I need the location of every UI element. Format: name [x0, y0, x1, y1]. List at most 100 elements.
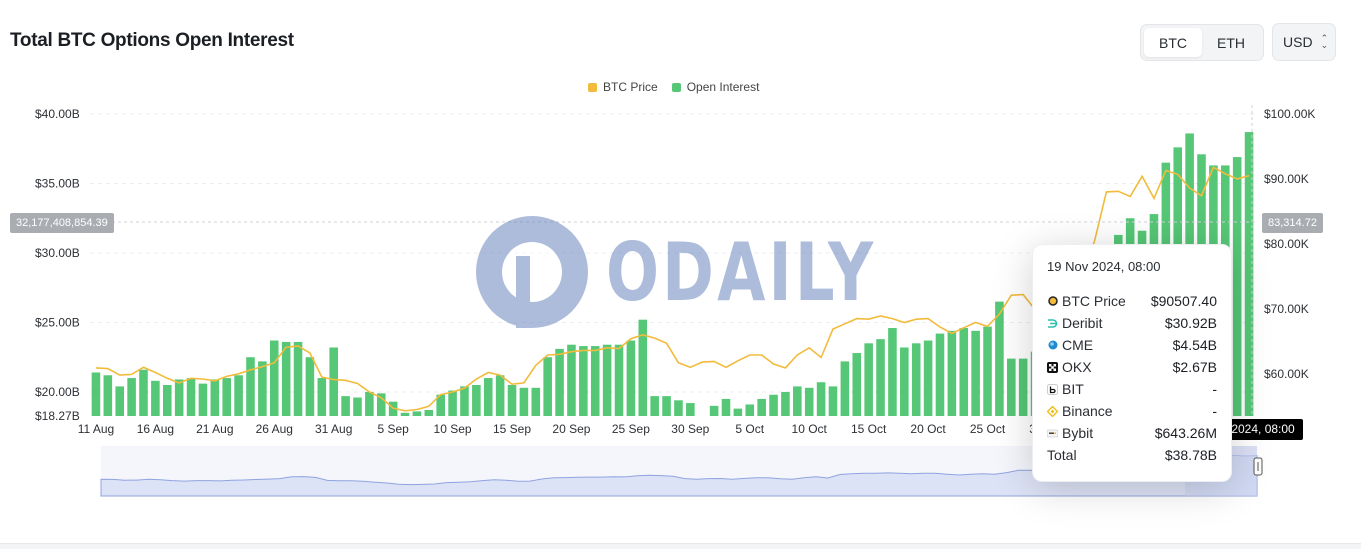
open-interest-bar[interactable]	[686, 403, 695, 416]
open-interest-bar[interactable]	[709, 405, 719, 416]
open-interest-bar[interactable]	[840, 361, 850, 416]
open-interest-bar[interactable]	[1244, 132, 1254, 416]
open-interest-bar[interactable]	[567, 344, 576, 416]
open-interest-bar[interactable]	[674, 400, 683, 416]
open-interest-bar[interactable]	[959, 328, 969, 416]
open-interest-bar[interactable]	[412, 411, 422, 416]
open-interest-bar[interactable]	[900, 347, 909, 416]
tooltip-row-deribit: Deribit $30.92B	[1047, 312, 1217, 334]
open-interest-bar[interactable]	[828, 386, 838, 416]
open-interest-bar[interactable]	[103, 375, 113, 416]
x-axis-tick-label: 16 Aug	[137, 422, 174, 436]
open-interest-bar[interactable]	[971, 330, 980, 416]
open-interest-bar[interactable]	[1232, 157, 1242, 416]
open-interest-bar[interactable]	[436, 394, 445, 416]
open-interest-bar[interactable]	[804, 387, 814, 416]
open-interest-bar[interactable]	[269, 340, 279, 416]
open-interest-bar[interactable]	[543, 357, 552, 416]
open-interest-bar[interactable]	[650, 396, 659, 416]
open-interest-bar[interactable]	[1007, 358, 1016, 416]
open-interest-bar[interactable]	[127, 378, 136, 416]
open-interest-bar[interactable]	[246, 357, 255, 416]
open-interest-bar[interactable]	[614, 344, 624, 416]
open-interest-bar[interactable]	[923, 340, 933, 416]
tab-eth[interactable]: ETH	[1217, 34, 1245, 51]
open-interest-bar[interactable]	[626, 340, 636, 416]
open-interest-bar[interactable]	[519, 387, 529, 416]
open-interest-bar[interactable]	[983, 326, 992, 416]
x-axis-tick-label: 5 Sep	[377, 422, 409, 436]
tooltip-value: $90507.40	[1150, 293, 1217, 309]
legend-item-btc-price[interactable]: BTC Price	[588, 80, 658, 94]
open-interest-bar[interactable]	[353, 397, 362, 416]
open-interest-bar[interactable]	[781, 391, 790, 416]
open-interest-bar[interactable]	[365, 391, 374, 416]
open-interest-bar[interactable]	[424, 410, 434, 416]
open-interest-bar[interactable]	[531, 387, 541, 416]
tooltip-value: $30.92B	[1164, 315, 1217, 331]
open-interest-bar[interactable]	[317, 378, 327, 416]
open-interest-bar[interactable]	[198, 383, 208, 416]
tooltip-value: $2.67B	[1172, 359, 1217, 375]
open-interest-bar[interactable]	[852, 353, 862, 416]
crosshair-right-value: 83,314.72	[1262, 213, 1323, 233]
open-interest-bar[interactable]	[935, 333, 945, 416]
open-interest-bar[interactable]	[258, 361, 267, 416]
open-interest-bar[interactable]	[448, 390, 457, 416]
open-interest-bar[interactable]	[638, 319, 648, 416]
tooltip-value: $643.26M	[1154, 425, 1217, 441]
open-interest-bar[interactable]	[864, 343, 873, 416]
open-interest-bar[interactable]	[507, 385, 517, 416]
open-interest-bar[interactable]	[793, 386, 802, 416]
open-interest-bar[interactable]	[151, 380, 160, 416]
open-interest-bar[interactable]	[911, 343, 921, 416]
open-interest-bar[interactable]	[341, 396, 350, 416]
open-interest-bar[interactable]	[234, 375, 243, 416]
cme-icon	[1047, 340, 1058, 351]
open-interest-bar[interactable]	[1018, 358, 1028, 416]
open-interest-bar[interactable]	[483, 378, 493, 416]
open-interest-bar[interactable]	[472, 385, 481, 416]
open-interest-bar[interactable]	[579, 346, 588, 416]
open-interest-bar[interactable]	[495, 375, 505, 416]
open-interest-bar[interactable]	[995, 301, 1004, 416]
x-axis-tick-label: 25 Oct	[970, 422, 1006, 436]
open-interest-bar[interactable]	[400, 412, 410, 416]
open-interest-bar[interactable]	[745, 404, 755, 416]
open-interest-bar[interactable]	[888, 328, 897, 416]
right-axis-tick-label: $70.00K	[1264, 302, 1309, 316]
open-interest-bar[interactable]	[769, 394, 778, 416]
open-interest-bar[interactable]	[329, 347, 338, 416]
open-interest-bar[interactable]	[174, 379, 184, 416]
open-interest-bar[interactable]	[222, 378, 231, 416]
open-interest-bar[interactable]	[460, 386, 469, 416]
tab-btc[interactable]: BTC	[1144, 28, 1202, 57]
open-interest-bar[interactable]	[757, 398, 766, 416]
open-interest-bar[interactable]	[281, 341, 291, 416]
open-interest-bar[interactable]	[876, 339, 885, 416]
open-interest-bar[interactable]	[816, 382, 826, 416]
legend-swatch-btc-price	[588, 82, 597, 92]
open-interest-bar[interactable]	[721, 398, 731, 416]
open-interest-bar[interactable]	[139, 369, 148, 416]
open-interest-bar[interactable]	[376, 393, 386, 416]
open-interest-bar[interactable]	[555, 348, 564, 416]
open-interest-bar[interactable]	[91, 372, 101, 416]
open-interest-bar[interactable]	[733, 408, 743, 416]
open-interest-bar[interactable]	[210, 379, 220, 416]
legend-item-open-interest[interactable]: Open Interest	[671, 80, 759, 94]
open-interest-bar[interactable]	[947, 330, 957, 416]
open-interest-bar[interactable]	[662, 396, 671, 416]
open-interest-bar[interactable]	[602, 344, 612, 416]
open-interest-bar[interactable]	[293, 341, 303, 416]
binance-icon	[1047, 405, 1058, 417]
open-interest-bar[interactable]	[186, 378, 196, 416]
tooltip-value: $4.54B	[1172, 337, 1217, 353]
open-interest-bar[interactable]	[162, 385, 172, 416]
open-interest-bar[interactable]	[115, 386, 124, 416]
currency-select[interactable]: USD ⌃ ⌄	[1272, 23, 1336, 61]
tooltip-value: -	[1212, 381, 1217, 397]
open-interest-bar[interactable]	[305, 357, 315, 416]
open-interest-bar[interactable]	[590, 346, 600, 416]
